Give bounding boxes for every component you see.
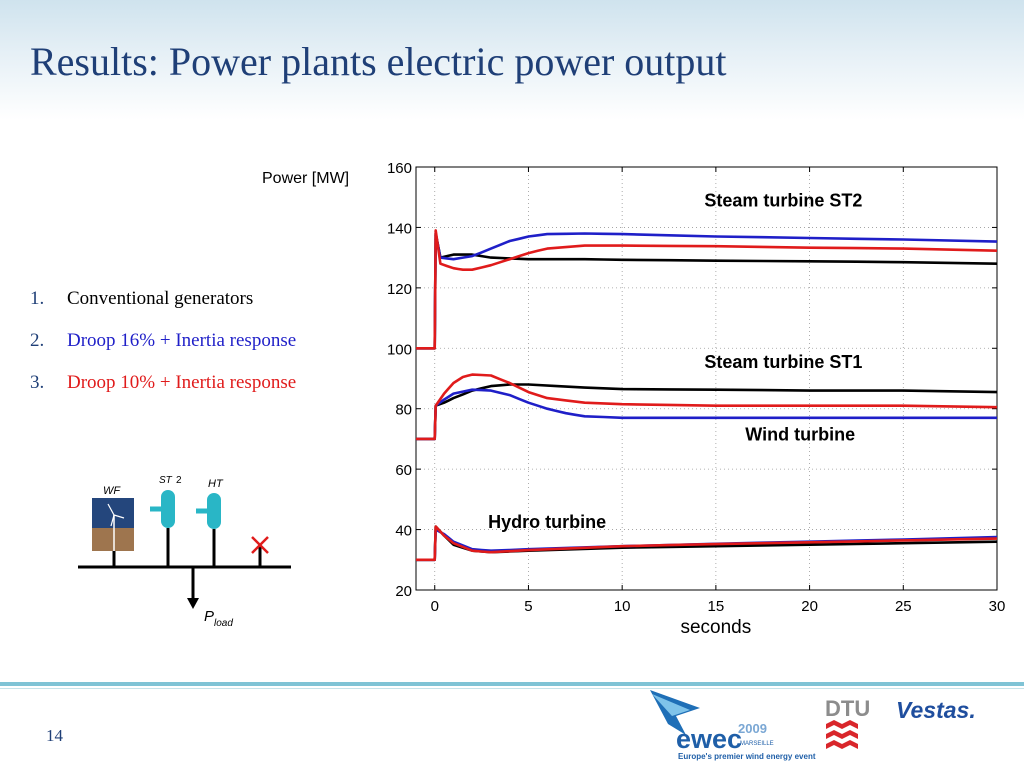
x-tick-label: 5 [524, 598, 532, 615]
footer-divider [0, 682, 1024, 686]
legend-label-droop10: Droop 10% + Inertia response [67, 372, 297, 393]
y-tick-label: 80 [395, 402, 412, 419]
pload-label: P [204, 608, 214, 625]
legend-number: 3. [30, 372, 45, 393]
chart-frame [415, 166, 998, 591]
series-line-st2 [416, 232, 998, 350]
y-axis-label: Power [MW] [262, 170, 350, 187]
page-number: 14 [46, 726, 63, 745]
legend-label-conventional: Conventional generators [67, 288, 254, 309]
chart-annotation: Steam turbine ST1 [704, 352, 862, 372]
chart-annotation: Wind turbine [745, 424, 855, 444]
dtu-logo: DTU [825, 696, 870, 749]
st-label: ST [159, 475, 173, 486]
pload-subscript: load [214, 618, 233, 629]
st-subscript: 2 [176, 475, 182, 486]
ewec-wordmark: ewec [676, 724, 742, 754]
y-tick-label: 100 [387, 341, 412, 358]
footer-divider-thin [0, 688, 1024, 689]
series-line-st2 [416, 232, 998, 350]
y-tick-label: 140 [387, 220, 412, 237]
legend-number: 2. [30, 330, 45, 351]
wind-farm-icon [92, 498, 134, 551]
chart-annotation: Steam turbine ST2 [704, 190, 862, 210]
chart-annotations: Steam turbine ST2 Steam turbine ST1 Wind t… [488, 190, 862, 532]
x-tick-label: 20 [801, 598, 818, 615]
x-tick-label: 30 [989, 598, 1006, 615]
legend-label-droop16: Droop 16% + Inertia response [67, 330, 297, 351]
series-line-hydro [416, 525, 998, 562]
ewec-logo: ewec 2009 MARSEILLE Europe's premier win… [650, 690, 816, 761]
series-line-st1 [416, 388, 997, 441]
legend-number: 1. [30, 288, 45, 309]
disconnect-x-icon [251, 536, 269, 554]
chart-annotation: Hydro turbine [488, 512, 606, 532]
x-tick-labels: 0 5 10 15 20 25 30 [431, 167, 1006, 615]
ewec-tagline: Europe's premier wind energy event [678, 752, 816, 761]
y-tick-label: 60 [395, 462, 412, 479]
chart-series [416, 229, 998, 562]
dtu-wordmark: DTU [825, 696, 870, 721]
vestas-logo: Vestas. [896, 697, 976, 723]
load-arrow-icon [187, 598, 199, 609]
x-tick-label: 15 [708, 598, 725, 615]
series-line-st1 [416, 373, 998, 441]
ewec-year: 2009 [738, 721, 767, 736]
series-line-st1 [416, 383, 998, 441]
y-tick-label: 20 [395, 583, 412, 600]
y-tick-label: 120 [387, 281, 412, 298]
chart-grid [416, 167, 997, 590]
steam-turbine-icon [150, 490, 175, 528]
y-tick-label: 40 [395, 523, 412, 540]
bus-lines [78, 528, 291, 600]
slide-title: Results: Power plants electric power out… [30, 39, 727, 84]
header-background [0, 0, 1024, 120]
y-tick-labels: 20 40 60 80 100 120 140 160 [387, 160, 997, 600]
ht-label: HT [208, 478, 224, 490]
x-tick-label: 10 [614, 598, 631, 615]
y-tick-label: 160 [387, 160, 412, 177]
x-tick-label: 0 [431, 598, 439, 615]
x-tick-label: 25 [895, 598, 912, 615]
hydro-turbine-icon [196, 493, 221, 529]
series-line-st2 [416, 229, 998, 350]
ewec-city: MARSEILLE [740, 741, 774, 747]
x-axis-label: seconds [680, 617, 751, 638]
wf-label: WF [103, 485, 121, 497]
